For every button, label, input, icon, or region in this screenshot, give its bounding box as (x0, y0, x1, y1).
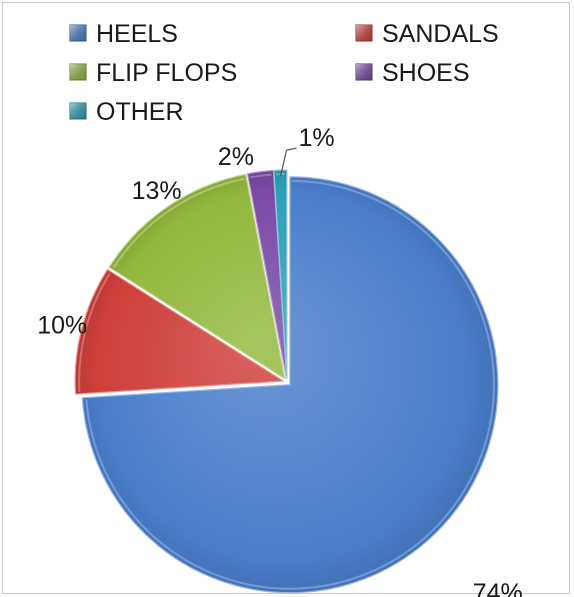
legend-marker-shine (356, 25, 372, 41)
leader-lines (279, 147, 297, 177)
data-label-heels: 74% (473, 579, 523, 597)
pie-slice-other (273, 169, 288, 379)
pie-slices (74, 169, 499, 594)
pie-slice-bevel-flip-flops (112, 177, 245, 269)
legend-label-heels: HEELS (96, 20, 178, 48)
data-labels: 74% 10% 13% 2% 1% (37, 124, 523, 597)
pie-slice-flip-flops (108, 173, 286, 380)
legend-label-flip-flops: FLIP FLOPS (96, 59, 237, 87)
legend-marker-shine (70, 25, 86, 41)
pie-slice-sandals (74, 268, 284, 395)
data-label-shoes: 2% (218, 143, 254, 171)
pie-slice-bevel-shoes (250, 173, 272, 179)
legend-label-sandals: SANDALS (382, 20, 499, 48)
legend-marker-shine (70, 103, 86, 119)
data-label-sandals: 10% (37, 311, 87, 339)
legend-item-shoes: SHOES (355, 59, 470, 87)
legend-label-shoes: SHOES (382, 59, 470, 87)
leader-line-other (279, 147, 297, 177)
legend-marker-shine (356, 64, 372, 80)
legend-marker-shine (70, 64, 86, 80)
legend: HEELS SANDALS FLIP FLOPS SHOES OTHER (69, 20, 499, 126)
data-label-other: 1% (298, 124, 334, 152)
legend-item-flip-flops: FLIP FLOPS (69, 59, 237, 87)
legend-label-other: OTHER (96, 98, 184, 126)
legend-item-sandals: SANDALS (355, 20, 499, 48)
data-label-flip-flops: 13% (132, 177, 182, 205)
pie-slice-bevel-heels (85, 179, 495, 590)
pie-slice-bevel-sandals (78, 272, 111, 392)
legend-item-heels: HEELS (69, 20, 178, 48)
legend-item-other: OTHER (69, 98, 184, 126)
pie-slice-heels (81, 176, 499, 594)
